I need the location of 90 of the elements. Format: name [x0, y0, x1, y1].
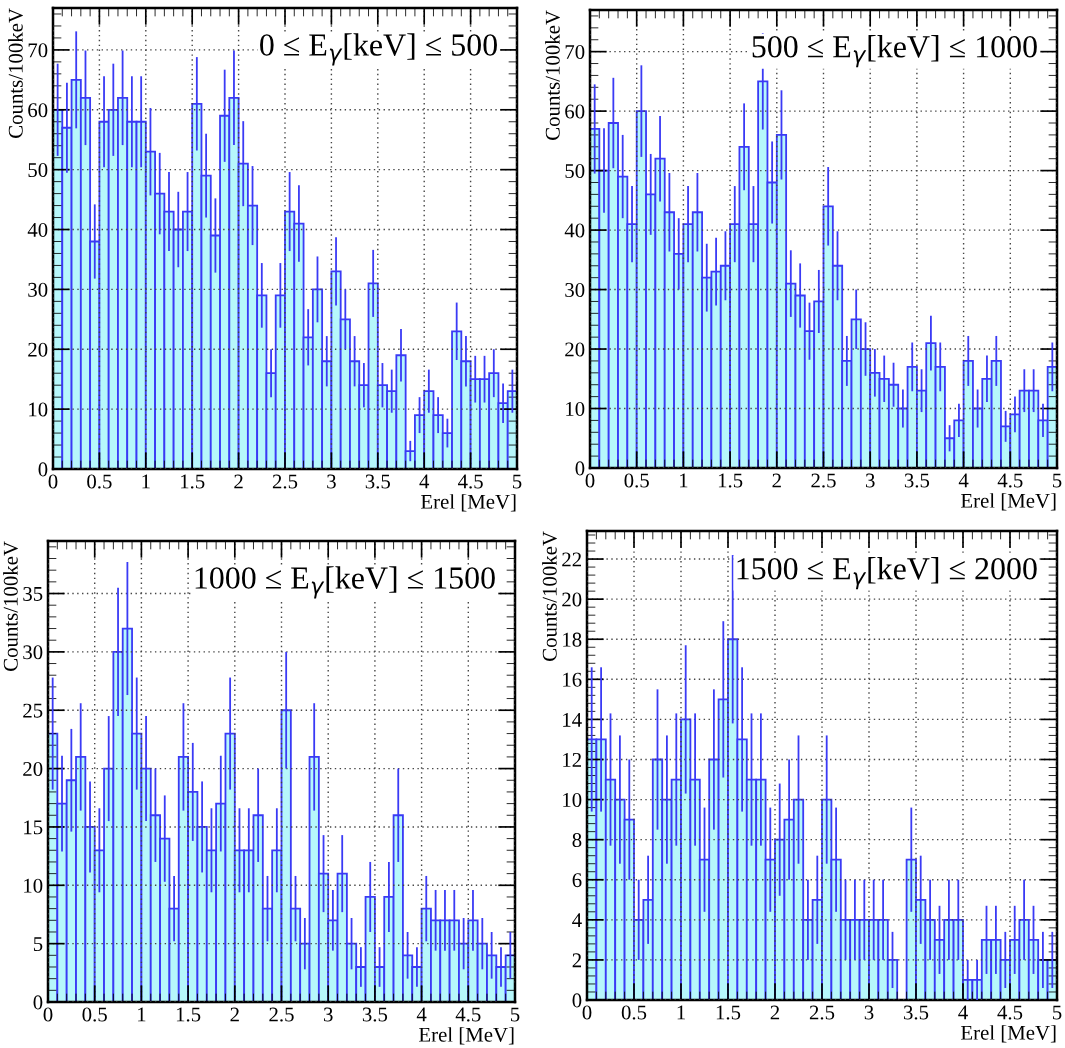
- y-tick-label: 10: [24, 878, 43, 893]
- x-tick-label: 3.5: [362, 1007, 388, 1022]
- y-tick-label: 0: [572, 993, 582, 1008]
- y-tick-label: 2: [572, 953, 581, 968]
- x-tick-label: 4: [958, 473, 969, 488]
- x-axis-title: Erel [MeV]: [419, 1027, 514, 1045]
- x-tick-label: 5: [513, 474, 522, 489]
- x-tick-label: 5: [1053, 473, 1062, 488]
- text: 1000 ≤ E$_{γ}$[keV] ≤ 1500: [195, 566, 495, 599]
- x-tick-label: 2.5: [811, 473, 836, 488]
- x-tick-label: 3: [327, 474, 336, 489]
- x-tick-label: 3.5: [903, 1005, 929, 1020]
- x-tick-label: 5: [1053, 1005, 1062, 1020]
- x-tick-label: 4.5: [997, 1005, 1023, 1020]
- y-tick-label: 20: [562, 592, 582, 607]
- x-tick-label: 1.5: [718, 473, 743, 488]
- y-axis-title: Counts/100keV: [542, 531, 557, 661]
- x-tick-label: 3.5: [904, 473, 930, 488]
- y-axis-title: Counts/100keV: [545, 10, 560, 140]
- x-tick-label: 0: [585, 473, 595, 488]
- x-tick-label: 1.5: [716, 1005, 741, 1020]
- y-tick-label: 70: [28, 43, 48, 58]
- x-tick-label: 2.5: [272, 474, 298, 489]
- x-tick-label: 0.5: [87, 474, 112, 489]
- x-axis-title: Erel [MeV]: [961, 1025, 1056, 1043]
- x-tick-label: 4: [958, 1005, 968, 1020]
- x-tick-label: 4.5: [455, 1007, 481, 1022]
- y-tick-label: 50: [565, 163, 585, 179]
- y-tick-label: 0: [575, 461, 585, 476]
- x-tick-label: 1.5: [176, 1007, 201, 1022]
- x-tick-label: 1: [142, 474, 150, 489]
- x-tick-label: 0.5: [621, 1005, 647, 1020]
- y-tick-label: 10: [563, 792, 582, 808]
- x-tick-label: 3: [864, 1005, 874, 1020]
- y-tick-label: 20: [565, 342, 585, 357]
- text: 1500 ≤ E$_{γ}$[keV] ≤ 2000: [737, 557, 1037, 590]
- x-tick-label: 2: [230, 1007, 239, 1022]
- text: 500 ≤ E$_{γ}$[keV] ≤ 1000: [752, 35, 1037, 68]
- y-tick-label: 16: [563, 672, 582, 687]
- y-tick-label: 35: [23, 586, 43, 601]
- y-axis-title: Counts/100keV: [8, 8, 23, 138]
- x-tick-label: 1: [680, 473, 688, 488]
- x-tick-label: 1: [677, 1005, 685, 1020]
- x-axis-title: Erel [MeV]: [421, 494, 516, 512]
- y-tick-label: 18: [563, 632, 582, 647]
- x-tick-label: 2: [772, 473, 781, 488]
- y-tick-label: 0: [33, 995, 43, 1010]
- x-tick-label: 3.5: [365, 474, 391, 489]
- x-tick-label: 4.5: [997, 473, 1023, 488]
- x-tick-label: 0.5: [624, 473, 649, 488]
- y-tick-label: 10: [566, 401, 585, 416]
- y-tick-label: 12: [563, 752, 581, 767]
- x-tick-label: 2: [770, 1005, 780, 1020]
- y-tick-label: 30: [23, 645, 43, 660]
- y-tick-label: 60: [565, 104, 585, 119]
- y-tick-label: 30: [28, 282, 48, 297]
- x-tick-label: 0.5: [82, 1007, 107, 1022]
- x-tick-label: 3: [865, 473, 875, 488]
- y-tick-label: 40: [564, 223, 585, 238]
- x-tick-label: 1: [138, 1007, 146, 1022]
- x-tick-label: 4: [416, 1007, 427, 1022]
- x-tick-label: 4: [419, 474, 430, 489]
- text: 0 ≤ E$_{γ}$[keV] ≤ 500: [260, 33, 497, 66]
- x-tick-label: 2: [234, 474, 243, 489]
- x-axis-title: Erel [MeV]: [961, 493, 1056, 511]
- y-tick-label: 0: [38, 462, 48, 477]
- y-tick-label: 5: [33, 937, 43, 952]
- y-tick-label: 6: [572, 873, 582, 888]
- y-tick-label: 40: [27, 222, 48, 237]
- x-tick-label: 5: [511, 1007, 520, 1022]
- y-tick-label: 20: [23, 761, 43, 777]
- y-tick-label: 10: [29, 402, 48, 417]
- x-tick-label: 3: [323, 1007, 333, 1022]
- y-tick-label: 60: [28, 103, 48, 118]
- y-tick-label: 14: [563, 712, 582, 727]
- y-tick-label: 50: [28, 163, 48, 178]
- x-tick-label: 0: [48, 474, 58, 489]
- y-tick-label: 8: [572, 833, 582, 848]
- x-tick-label: 1.5: [181, 474, 205, 489]
- y-tick-label: 4: [572, 913, 582, 928]
- x-tick-label: 2.5: [809, 1005, 835, 1020]
- y-tick-label: 22: [562, 552, 581, 567]
- y-tick-label: 25: [23, 703, 43, 718]
- x-tick-label: 2.5: [269, 1007, 294, 1022]
- y-tick-label: 20: [28, 342, 48, 357]
- x-tick-label: 4.5: [457, 474, 483, 489]
- y-axis-title: Counts/100keV: [3, 541, 18, 671]
- y-tick-label: 30: [565, 282, 585, 297]
- y-tick-label: 15: [24, 820, 43, 835]
- y-tick-label: 70: [565, 45, 585, 60]
